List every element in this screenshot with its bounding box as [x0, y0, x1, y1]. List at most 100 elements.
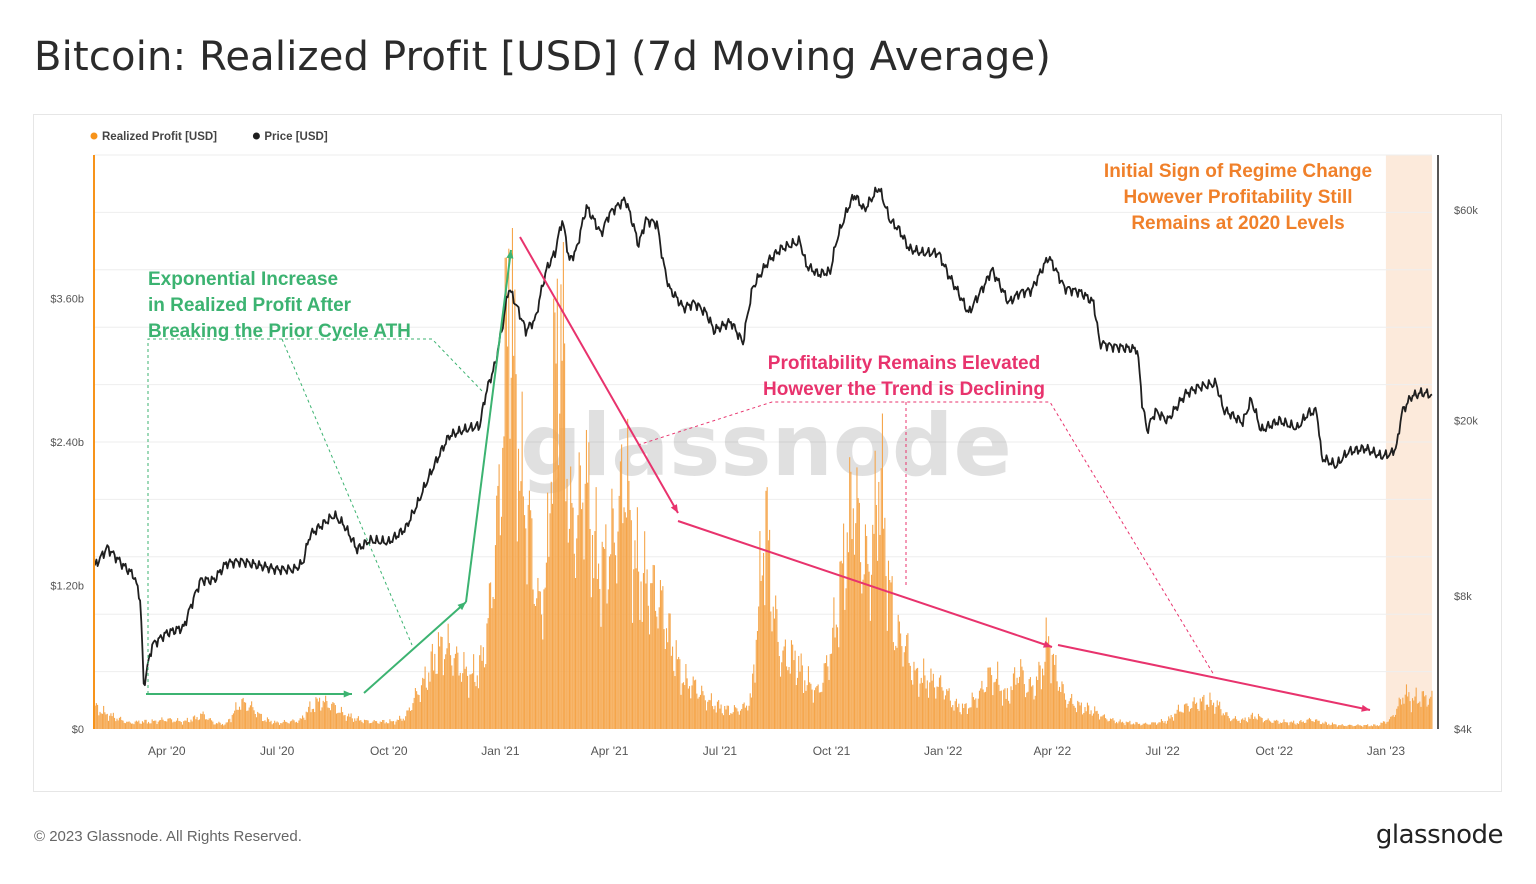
profit-bar: [1175, 713, 1177, 729]
profit-bar: [1302, 721, 1304, 729]
x-tick-label: Jan '22: [924, 744, 963, 758]
profit-bar: [107, 720, 110, 729]
profit-bar: [630, 520, 632, 729]
profit-bar: [638, 571, 640, 729]
profit-bar: [1358, 725, 1360, 729]
profit-bar: [1323, 723, 1325, 729]
profit-bar: [186, 717, 188, 729]
profit-bar: [948, 688, 950, 729]
profit-bar: [443, 659, 446, 729]
profit-bar: [881, 413, 883, 729]
profit-bar: [753, 664, 755, 729]
profit-bar: [1205, 704, 1207, 729]
profit-bar: [202, 711, 204, 729]
profit-bar: [617, 531, 619, 729]
profit-bar: [1402, 697, 1404, 729]
profit-bar: [826, 655, 828, 729]
profit-bar: [282, 721, 284, 729]
profit-bar: [120, 716, 122, 729]
profit-bar: [672, 646, 674, 729]
profit-bar: [829, 654, 831, 729]
profit-bar: [208, 718, 210, 729]
profit-bar: [1404, 694, 1406, 729]
profit-bar: [1171, 717, 1173, 729]
profit-bar: [1125, 721, 1127, 729]
profit-bar: [796, 677, 799, 729]
profit-bar: [249, 705, 251, 729]
profit-bar: [1260, 717, 1262, 729]
profit-bar: [140, 723, 142, 729]
profit-bar: [676, 659, 678, 729]
profit-bar: [682, 682, 685, 729]
profit-bar: [1399, 699, 1401, 729]
profit-bar: [486, 623, 488, 729]
profit-bar: [775, 595, 777, 729]
profit-bar: [1004, 688, 1006, 729]
profit-bar: [1357, 724, 1359, 729]
profit-bar: [735, 707, 737, 729]
profit-bar: [1034, 695, 1036, 729]
profit-bar: [496, 495, 498, 729]
profit-bar: [612, 508, 614, 729]
profit-bar: [312, 708, 315, 729]
profit-bar: [664, 649, 666, 729]
profit-bar: [942, 690, 944, 729]
profit-bar: [143, 722, 145, 729]
profit-bar: [538, 591, 540, 729]
profit-bar: [516, 541, 518, 729]
profit-bar: [1245, 721, 1247, 729]
profit-bar: [988, 667, 990, 729]
profit-bar: [1248, 717, 1250, 729]
profit-bar: [1069, 698, 1071, 729]
profit-bar: [1080, 702, 1082, 729]
profit-bar: [502, 447, 504, 729]
profit-bar: [348, 713, 350, 729]
profit-bar: [1225, 712, 1227, 729]
profit-bar: [636, 507, 638, 729]
profit-bar: [824, 663, 826, 729]
profit-bar: [485, 664, 487, 729]
profit-bar: [445, 654, 447, 729]
profit-bar: [414, 688, 416, 729]
profit-bar: [550, 481, 552, 729]
profit-bar: [653, 565, 655, 729]
y-left-tick-label: $1.20b: [50, 581, 84, 593]
profit-bar: [1117, 723, 1119, 729]
profit-bar: [1058, 686, 1061, 729]
profit-bar: [786, 666, 788, 729]
x-tick-label: Jan '23: [1367, 744, 1406, 758]
profit-bar: [1111, 719, 1113, 729]
profit-bar: [692, 676, 694, 729]
profit-bar: [539, 591, 541, 729]
profit-bar: [396, 719, 398, 729]
profit-bar: [524, 515, 526, 729]
profit-bar: [1187, 705, 1189, 729]
profit-bar: [953, 710, 955, 729]
profit-bar: [1115, 721, 1118, 729]
profit-bar: [805, 690, 807, 729]
profit-bar: [656, 616, 658, 729]
profit-bar: [1238, 720, 1240, 729]
profit-bar: [707, 701, 709, 729]
profit-bar: [1140, 725, 1142, 729]
profit-bar: [326, 700, 328, 729]
profit-bar: [1384, 721, 1386, 729]
profit-bar: [1364, 725, 1366, 729]
profit-bar: [884, 517, 886, 729]
profit-bar: [993, 682, 995, 729]
profit-bar: [1214, 713, 1216, 729]
profit-bar: [1211, 705, 1213, 729]
profit-bar: [248, 707, 250, 729]
profit-bar: [243, 702, 245, 729]
profit-bar: [1051, 654, 1053, 729]
profit-bar: [135, 720, 137, 729]
profit-bar: [1142, 723, 1144, 729]
profit-bar: [1242, 718, 1244, 729]
y-left-tick-label: $3.60b: [50, 294, 84, 306]
profit-bar: [368, 723, 370, 729]
profit-bar: [441, 637, 443, 729]
profit-bar: [1202, 696, 1204, 729]
profit-bar: [845, 588, 847, 729]
profit-bar: [1278, 723, 1280, 729]
profit-bar: [128, 721, 130, 729]
